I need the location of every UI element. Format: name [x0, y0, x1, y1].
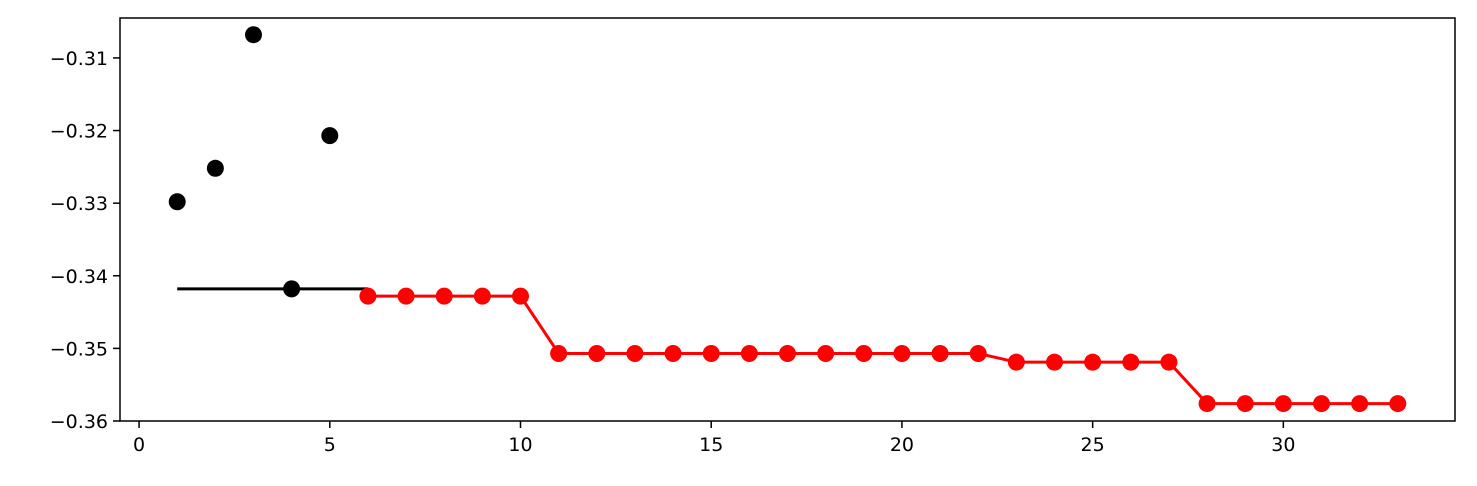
optimized-point	[740, 344, 758, 362]
optimized-point	[435, 287, 453, 305]
series-line	[367, 294, 1398, 406]
optimized-point	[1351, 395, 1369, 413]
optimized-point	[893, 344, 911, 362]
optimized-point	[931, 344, 949, 362]
optimized-point	[1198, 395, 1216, 413]
y-tick-label: −0.31	[50, 48, 108, 70]
optimized-point	[1122, 353, 1140, 371]
optimized-point	[626, 344, 644, 362]
optimized-point	[855, 344, 873, 362]
y-tick-label: −0.32	[50, 121, 108, 143]
optimized-point	[702, 344, 720, 362]
x-tick-label: 5	[324, 434, 336, 456]
y-tick-label: −0.34	[50, 266, 108, 288]
x-tick-label: 15	[699, 434, 723, 456]
initial-point	[321, 127, 339, 145]
plot-marks	[168, 26, 1407, 413]
y-tick-label: −0.35	[50, 338, 108, 360]
optimized-point	[550, 344, 568, 362]
optimized-point	[664, 344, 682, 362]
optimized-point	[1236, 395, 1254, 413]
optimized-point	[1389, 395, 1407, 413]
optimized-point	[473, 287, 491, 305]
optimized-point	[1046, 353, 1063, 371]
optimized-point	[1160, 353, 1178, 371]
axes: 0 5 10 15 20 25 30 −0.36 −0.35 −0.34 −0.33 −0.32 −0.…	[50, 17, 1456, 456]
optimized-point	[1274, 395, 1292, 413]
x-tick-label: 0	[133, 434, 145, 456]
initial-point	[168, 193, 186, 211]
optimized-point	[817, 344, 835, 362]
y-tick-label: −0.33	[50, 193, 108, 215]
initial-point	[206, 159, 224, 177]
x-tick-label: 30	[1271, 434, 1295, 456]
optimized-point	[397, 287, 415, 305]
optimized-point	[969, 344, 987, 362]
optimized-point	[512, 287, 529, 305]
x-tick-label: 20	[890, 434, 914, 456]
x-tick-label: 25	[1081, 434, 1105, 456]
optimized-point	[1313, 395, 1330, 413]
optimized-point	[1084, 353, 1102, 371]
initial-point	[283, 280, 301, 298]
optimized-point	[1007, 353, 1025, 371]
optimized-point	[779, 344, 796, 362]
optimized-point	[588, 344, 606, 362]
plot-frame	[119, 17, 1456, 422]
x-tick-label: 10	[508, 434, 532, 456]
initial-point	[245, 26, 262, 44]
y-tick-label: −0.36	[50, 411, 108, 433]
optimized-point	[359, 287, 377, 305]
